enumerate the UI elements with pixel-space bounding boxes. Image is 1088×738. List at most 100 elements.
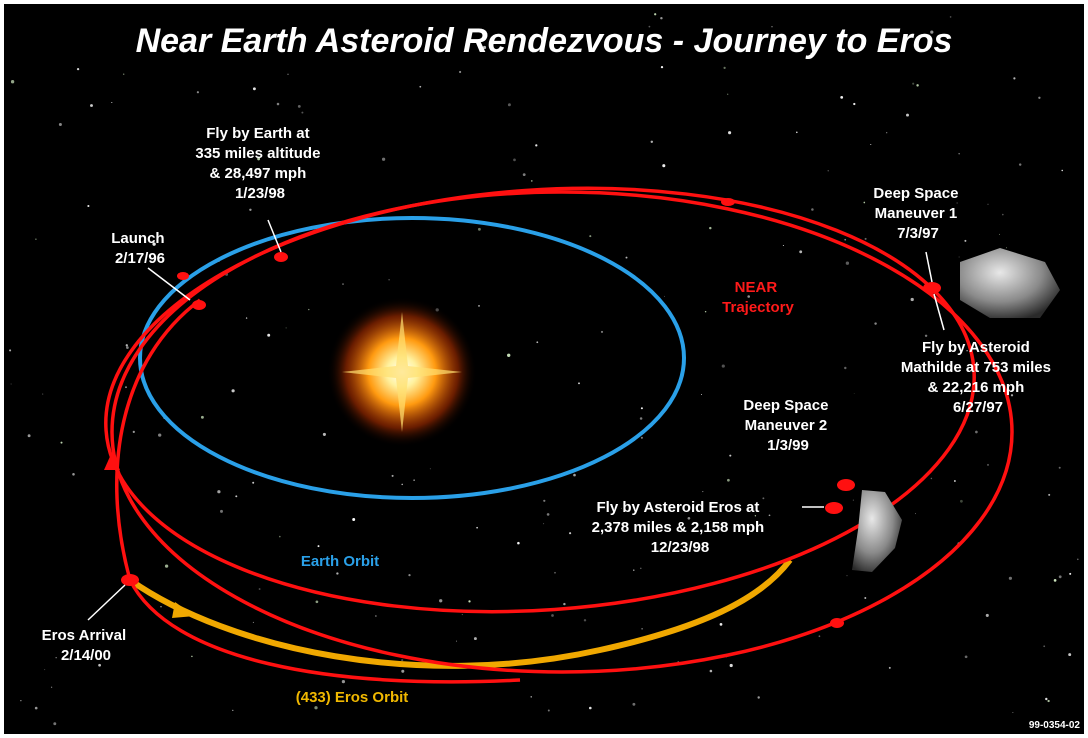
- star: [846, 262, 849, 265]
- star: [632, 703, 635, 706]
- star: [651, 141, 653, 143]
- star: [56, 657, 57, 658]
- star: [1059, 575, 1062, 578]
- star: [44, 669, 45, 670]
- star: [235, 495, 237, 497]
- star: [1012, 712, 1013, 713]
- star: [1009, 577, 1012, 580]
- star: [853, 500, 854, 501]
- star: [916, 84, 918, 86]
- star: [220, 510, 223, 513]
- marker: [274, 252, 288, 262]
- star: [531, 180, 533, 182]
- star: [342, 283, 344, 285]
- title: Near Earth Asteroid Rendezvous - Journey…: [136, 22, 953, 60]
- star: [709, 227, 711, 229]
- star: [126, 346, 129, 349]
- star: [388, 279, 389, 280]
- star: [35, 707, 38, 710]
- star: [9, 349, 11, 351]
- star: [259, 588, 261, 590]
- marker: [177, 272, 189, 280]
- star: [626, 257, 628, 259]
- star: [419, 86, 421, 88]
- star: [232, 710, 233, 711]
- star: [59, 123, 62, 126]
- star: [551, 614, 554, 617]
- star: [72, 473, 75, 476]
- star: [906, 114, 909, 117]
- star: [654, 13, 656, 15]
- label-eros-orbit: (433) Eros Orbit: [296, 689, 409, 706]
- star: [1059, 467, 1061, 469]
- star: [548, 709, 550, 711]
- marker: [830, 618, 844, 628]
- star: [702, 491, 703, 492]
- star: [316, 600, 319, 603]
- star: [318, 545, 320, 547]
- star: [664, 296, 665, 297]
- star: [799, 250, 802, 253]
- star: [1043, 645, 1045, 647]
- star: [468, 600, 470, 602]
- star: [661, 66, 663, 68]
- star: [874, 322, 876, 324]
- star: [641, 628, 643, 630]
- marker: [837, 479, 855, 491]
- star: [1013, 77, 1015, 79]
- star: [965, 655, 968, 658]
- star: [847, 575, 848, 576]
- star: [158, 433, 161, 436]
- star: [126, 344, 128, 346]
- star: [352, 518, 355, 521]
- star: [957, 203, 958, 204]
- star: [413, 479, 414, 480]
- star: [77, 68, 79, 70]
- star: [408, 574, 410, 576]
- star: [954, 480, 956, 482]
- star: [20, 700, 21, 701]
- star: [796, 132, 798, 134]
- marker: [923, 282, 941, 294]
- star: [547, 513, 550, 516]
- star: [252, 482, 254, 484]
- star: [1069, 573, 1071, 575]
- star: [459, 71, 461, 73]
- star: [975, 431, 978, 434]
- star: [28, 434, 31, 437]
- label-earth-orbit: Earth Orbit: [301, 553, 379, 570]
- star: [1019, 163, 1021, 165]
- star: [769, 514, 771, 516]
- star: [476, 527, 478, 529]
- star: [111, 102, 112, 103]
- star: [601, 331, 603, 333]
- star: [959, 153, 960, 154]
- star: [535, 144, 537, 146]
- star: [382, 158, 385, 161]
- star: [569, 532, 571, 534]
- star: [641, 407, 643, 409]
- star: [513, 159, 516, 162]
- star: [589, 707, 592, 710]
- star: [710, 670, 713, 673]
- marker: [121, 574, 139, 586]
- star: [959, 257, 960, 258]
- star: [165, 564, 168, 567]
- star: [277, 103, 280, 106]
- star: [811, 208, 814, 211]
- star: [375, 615, 376, 616]
- star: [286, 327, 287, 328]
- star: [543, 523, 544, 524]
- star: [314, 706, 317, 709]
- star: [160, 606, 161, 607]
- star: [563, 603, 565, 605]
- image-id: 99-0354-02: [1029, 720, 1081, 731]
- star: [727, 479, 730, 482]
- star: [474, 637, 477, 640]
- star: [401, 659, 403, 661]
- star: [197, 91, 199, 93]
- star: [53, 722, 56, 725]
- star: [783, 245, 784, 246]
- star: [246, 317, 247, 318]
- star: [578, 382, 580, 384]
